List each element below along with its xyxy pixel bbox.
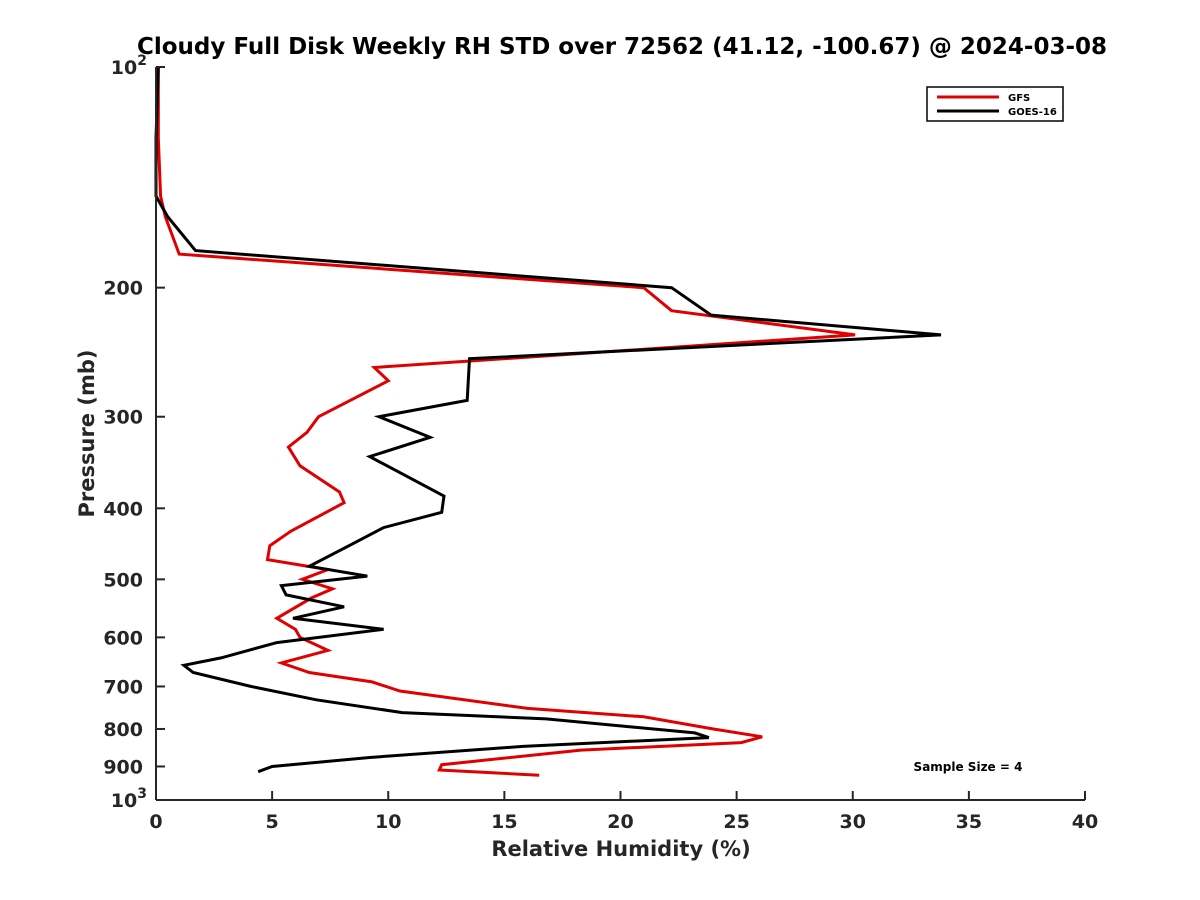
sample-size-annotation: Sample Size = 4 bbox=[914, 760, 1023, 774]
series-line-goes-16 bbox=[154, 66, 942, 774]
plot-area: 0 5 10 15 20 25 30 35 40 102 200 300 400 500 600 700 800… bbox=[103, 53, 1098, 833]
legend-box bbox=[926, 86, 1064, 122]
series-line-gfs bbox=[156, 67, 856, 777]
y-tick-label: 103 bbox=[111, 786, 147, 812]
y-tick-label: 600 bbox=[103, 627, 143, 649]
legend-label: GOES-16 bbox=[1008, 107, 1057, 118]
y-axis-label: Pressure (mb) bbox=[75, 350, 99, 518]
chart-title: Cloudy Full Disk Weekly RH STD over 7256… bbox=[137, 34, 1107, 60]
x-tick-label: 25 bbox=[723, 811, 749, 833]
y-tick-label: 300 bbox=[103, 407, 143, 429]
y-tick-label: 200 bbox=[103, 278, 143, 300]
legend-label: GFS bbox=[1008, 93, 1030, 104]
y-tick-label: 900 bbox=[103, 756, 143, 778]
x-tick-label: 30 bbox=[840, 811, 866, 833]
y-tick-label: 800 bbox=[103, 719, 143, 741]
legend: GFS GOES-16 bbox=[926, 86, 1064, 122]
x-axis-label: Relative Humidity (%) bbox=[491, 837, 750, 861]
y-tick-label: 102 bbox=[111, 53, 147, 79]
x-tick-label: 0 bbox=[149, 811, 162, 833]
y-tick-label: 500 bbox=[103, 569, 143, 591]
x-tick-label: 35 bbox=[956, 811, 982, 833]
x-tick-label: 20 bbox=[607, 811, 633, 833]
x-tick-label: 40 bbox=[1072, 811, 1098, 833]
y-tick-label: 400 bbox=[103, 498, 143, 520]
y-tick-label: 700 bbox=[103, 676, 143, 698]
x-tick-label: 5 bbox=[266, 811, 279, 833]
x-tick-label: 10 bbox=[375, 811, 401, 833]
x-tick-label: 15 bbox=[491, 811, 517, 833]
